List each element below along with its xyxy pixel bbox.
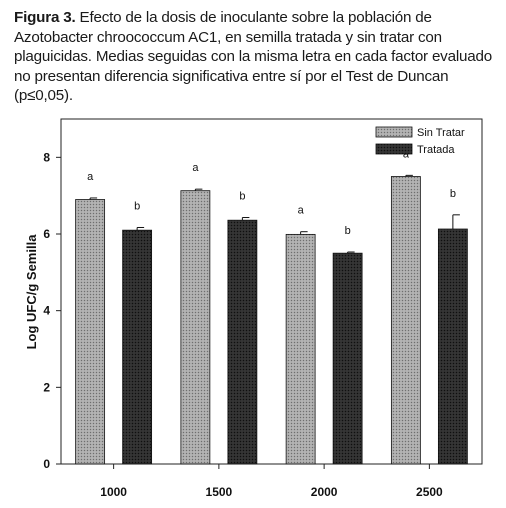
bars-layer: abababab	[75, 148, 468, 465]
y-tick-label: 4	[43, 304, 50, 318]
x-tick-labels: 1000 1500 2000 2500	[100, 464, 443, 499]
significance-letter: a	[192, 162, 199, 174]
y-tick-label: 8	[43, 150, 50, 164]
bar-tratada-2500	[437, 228, 468, 465]
bar-sin-tratar-2500	[390, 176, 421, 465]
bar-tratada-2000	[332, 252, 363, 465]
significance-letter: b	[345, 225, 351, 237]
legend-label-tratada: Tratada	[417, 144, 455, 156]
y-tick-label: 0	[43, 457, 50, 471]
y-axis: 0 2 4 6 8	[43, 150, 61, 471]
y-axis-label: Log UFC/g Semilla	[24, 234, 39, 350]
bar-sin-tratar-2000	[285, 233, 316, 465]
significance-letter: b	[239, 191, 245, 203]
legend: Sin Tratar Tratada	[375, 126, 465, 156]
bar-tratada-1500	[227, 219, 258, 465]
plot-frame	[60, 118, 483, 465]
bar-sin-tratar-1500	[180, 190, 211, 465]
legend-swatch-tratada	[375, 143, 413, 155]
bar-tratada-1000	[122, 229, 153, 465]
y-tick-label: 6	[43, 227, 50, 241]
x-tick-label: 1500	[206, 485, 233, 499]
significance-letter: b	[450, 188, 456, 200]
x-tick-label: 2000	[311, 485, 338, 499]
significance-letter: a	[87, 171, 94, 183]
x-tick-label: 2500	[416, 485, 443, 499]
figure-caption-text: Efecto de la dosis de inoculante sobre l…	[14, 9, 492, 104]
significance-letter: b	[134, 200, 140, 212]
y-tick-label: 2	[43, 380, 50, 394]
legend-swatch-sin-tratar	[375, 126, 413, 138]
legend-label-sin-tratar: Sin Tratar	[417, 127, 465, 139]
x-tick-label: 1000	[100, 485, 127, 499]
figure-label: Figura 3.	[14, 9, 76, 26]
bar-sin-tratar-1000	[75, 199, 106, 465]
significance-letter: a	[298, 205, 305, 217]
figure-caption: Figura 3. Efecto de la dosis de inoculan…	[14, 8, 494, 106]
